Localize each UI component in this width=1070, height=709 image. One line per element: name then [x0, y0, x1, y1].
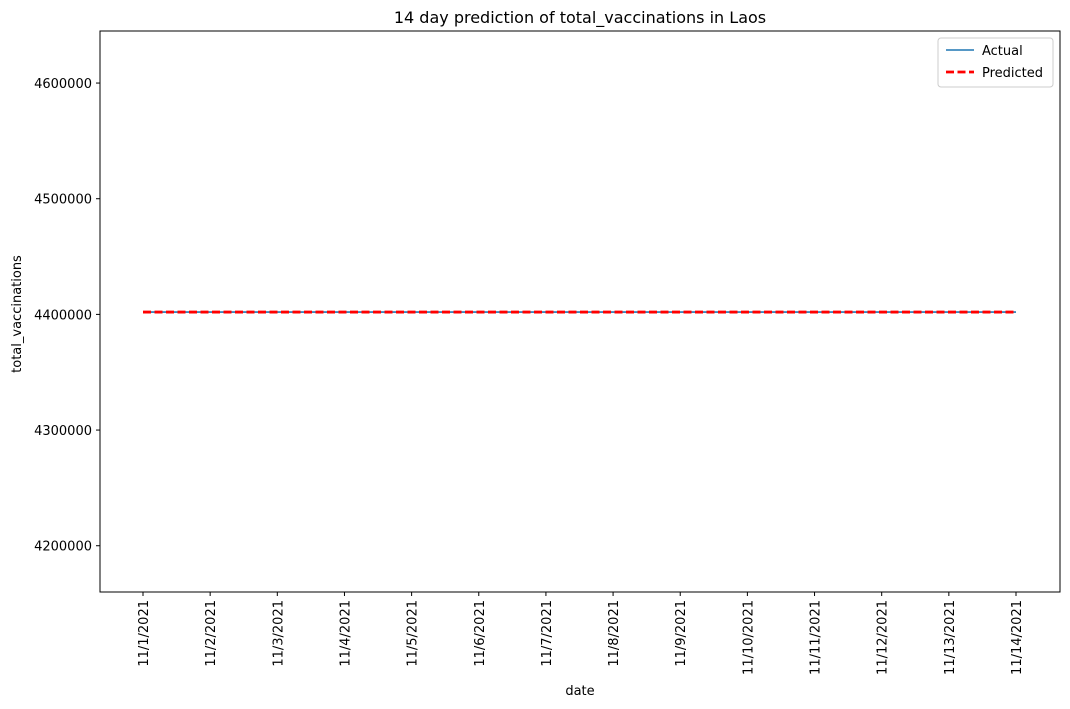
x-tick-label: 11/8/2021 — [607, 600, 622, 667]
legend-label-predicted: Predicted — [982, 66, 1043, 81]
y-axis-label: total_vaccinations — [10, 255, 25, 373]
x-tick-label: 11/9/2021 — [674, 600, 689, 667]
plot-area — [99, 30, 1061, 593]
y-tick-label: 4400000 — [34, 308, 92, 323]
x-tick-label: 11/12/2021 — [876, 600, 891, 675]
x-tick-label: 11/7/2021 — [540, 600, 555, 667]
x-tick-label: 11/13/2021 — [943, 600, 958, 675]
y-tick-label: 4300000 — [34, 424, 92, 439]
x-tick-label: 11/1/2021 — [137, 600, 152, 667]
x-tick-label: 11/3/2021 — [271, 600, 286, 667]
x-axis: 11/1/2021 11/2/2021 11/3/2021 11/4/2021 11/5… — [137, 592, 1025, 675]
chart-title: 14 day prediction of total_vaccinations … — [394, 8, 766, 28]
x-tick-label: 11/14/2021 — [1010, 600, 1025, 675]
x-tick-label: 11/6/2021 — [473, 600, 488, 667]
y-axis: 4200000 4300000 4400000 4500000 4600000 — [34, 77, 100, 555]
x-tick-label: 11/11/2021 — [809, 600, 824, 675]
y-tick-label: 4500000 — [34, 193, 92, 208]
x-tick-label: 11/5/2021 — [406, 600, 421, 667]
legend: Actual Predicted — [937, 37, 1054, 88]
legend-label-actual: Actual — [982, 44, 1023, 59]
x-tick-label: 11/4/2021 — [338, 600, 353, 667]
x-tick-label: 11/10/2021 — [741, 600, 756, 675]
x-axis-label: date — [565, 684, 594, 699]
y-tick-label: 4200000 — [34, 540, 92, 555]
x-tick-label: 11/2/2021 — [204, 600, 219, 667]
y-tick-label: 4600000 — [34, 77, 92, 92]
